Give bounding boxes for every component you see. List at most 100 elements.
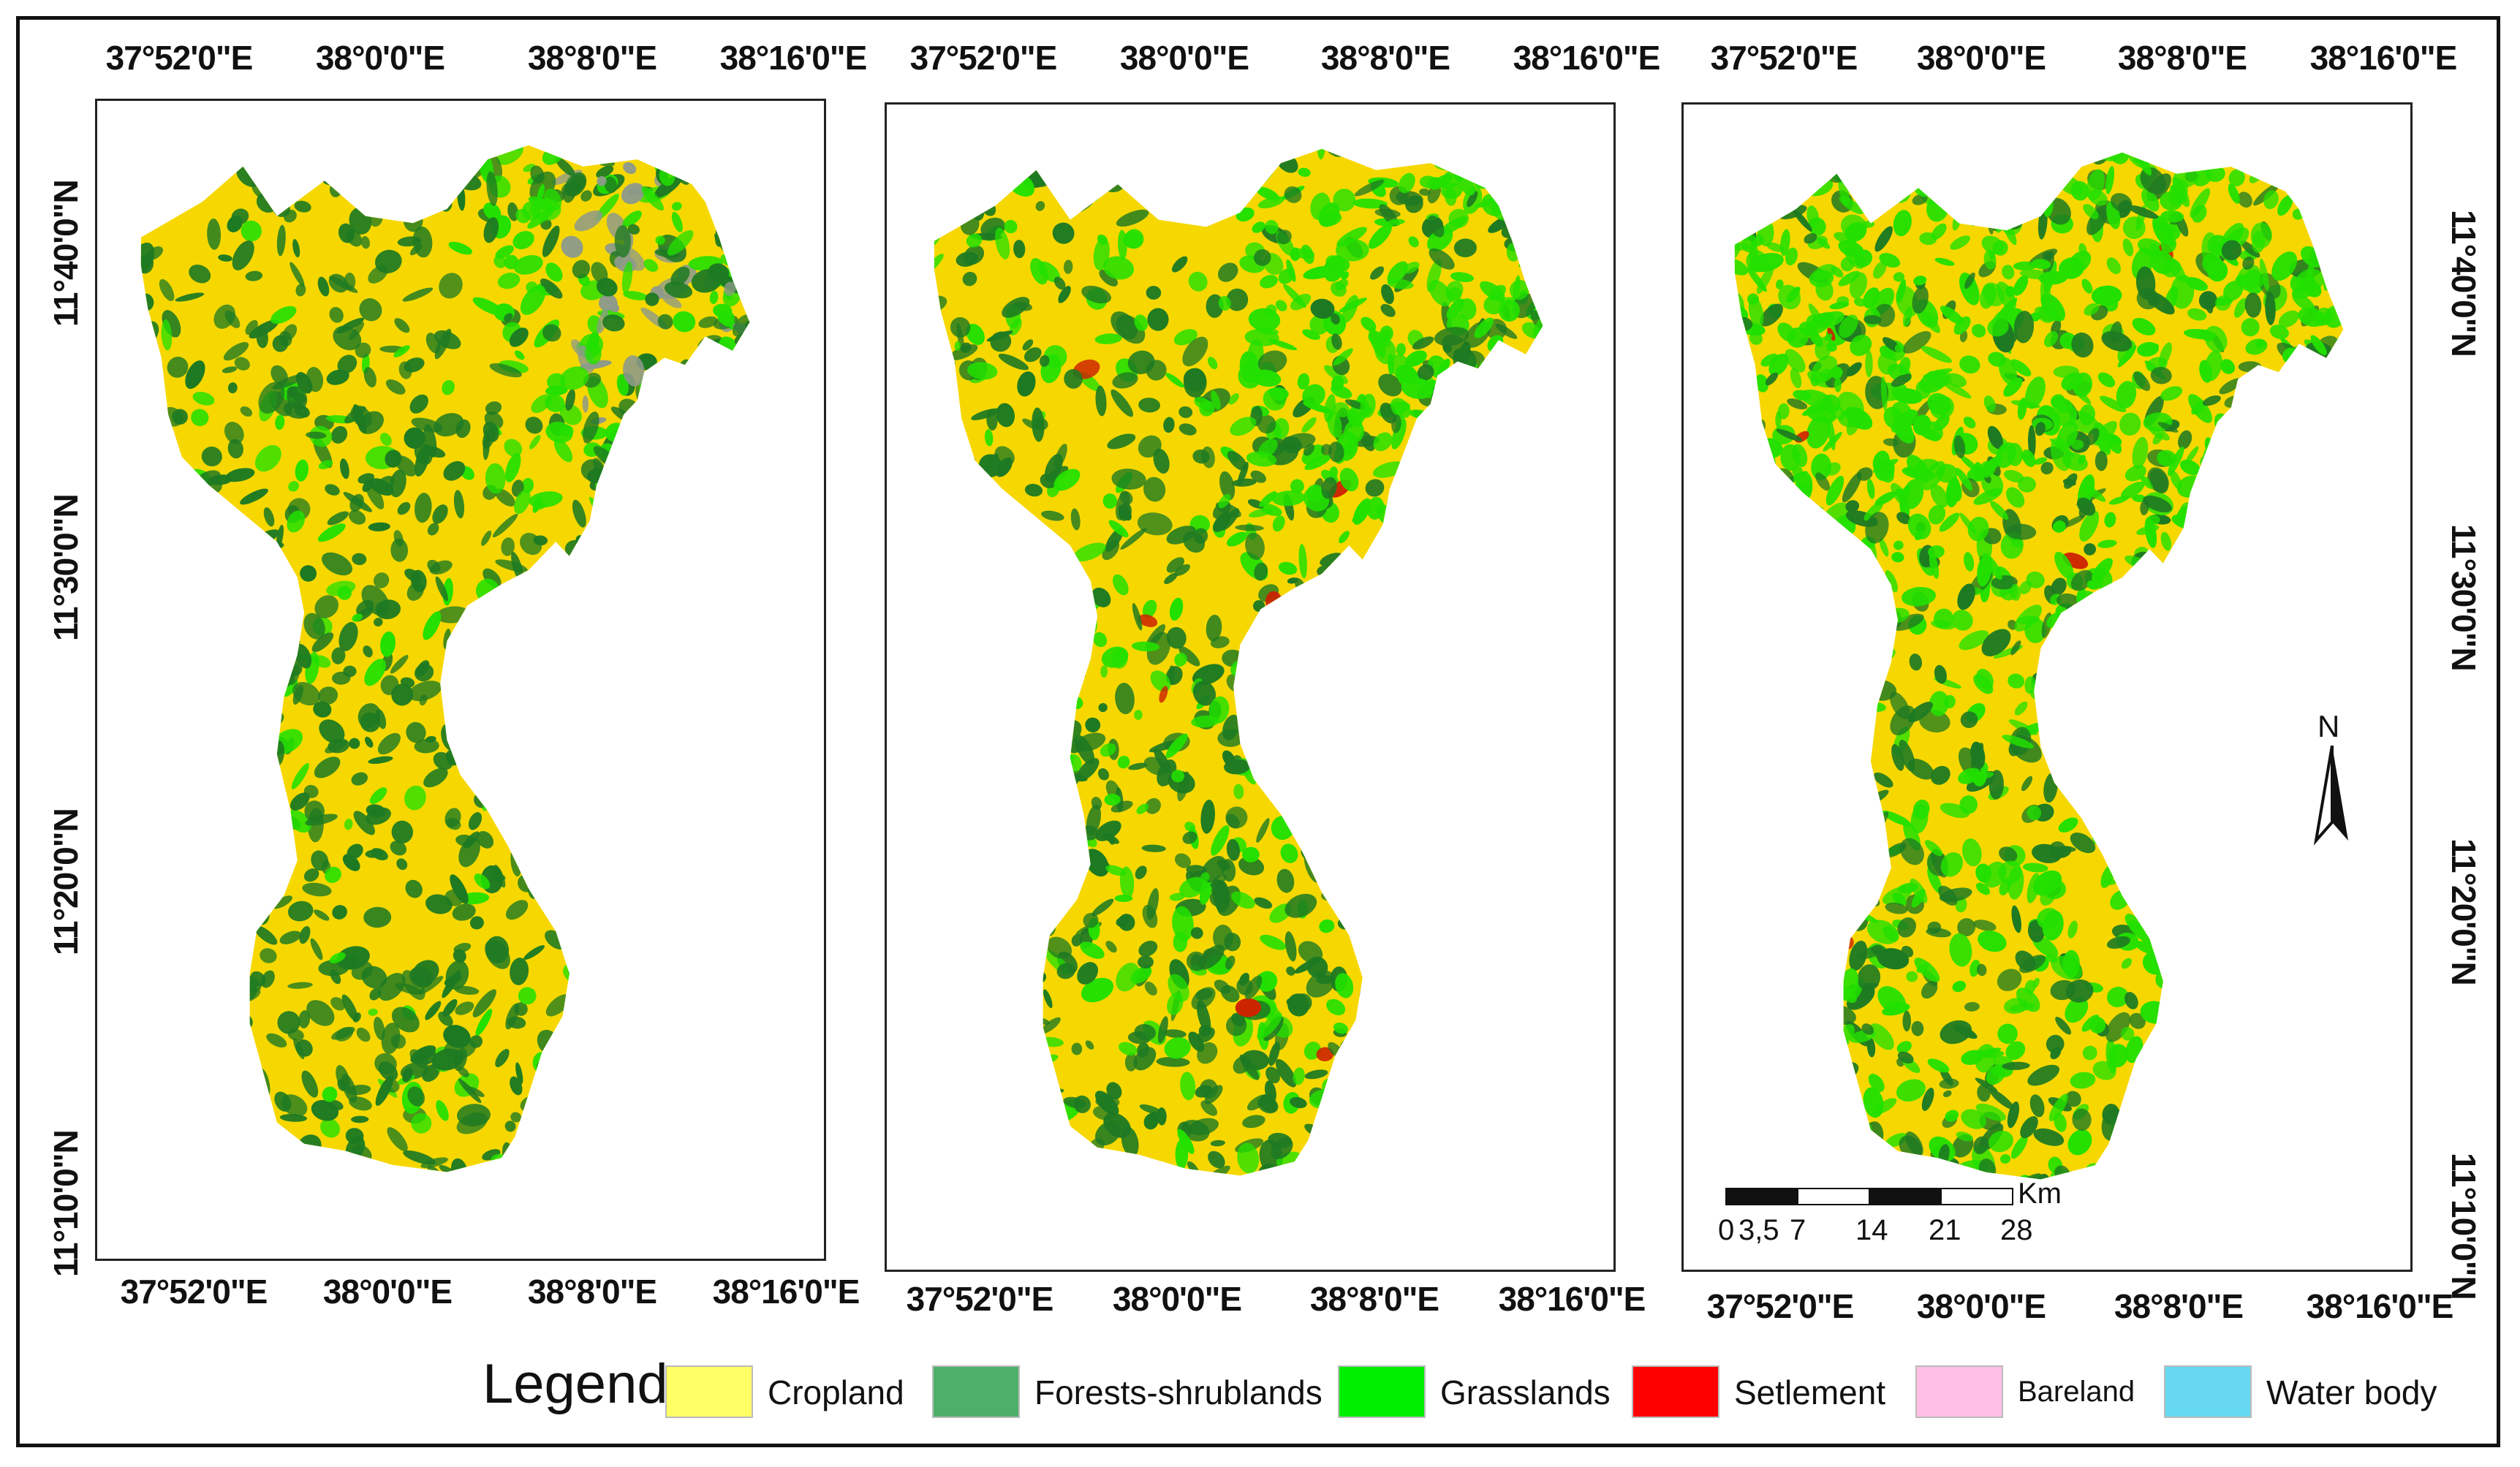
land-cover-patch — [1120, 528, 1147, 550]
land-cover-patch — [408, 1196, 427, 1230]
land-cover-patch — [2040, 461, 2054, 475]
land-cover-patch — [1049, 595, 1072, 614]
land-cover-patch — [1326, 998, 1346, 1016]
land-cover-patch — [708, 471, 721, 483]
land-cover-patch — [989, 1178, 1015, 1208]
land-cover-patch — [954, 948, 969, 956]
land-cover-patch — [544, 1083, 560, 1103]
land-cover-patch — [2333, 251, 2344, 264]
land-cover-patch — [542, 1148, 559, 1172]
land-cover-patch — [1425, 895, 1437, 907]
land-cover-patch — [1734, 693, 1747, 713]
land-cover-patch — [1372, 839, 1390, 867]
land-cover-patch — [584, 1007, 602, 1023]
land-cover-patch — [2337, 396, 2344, 419]
land-cover-patch — [1568, 302, 1602, 320]
land-cover-patch — [1522, 851, 1543, 873]
land-cover-patch — [1530, 786, 1543, 795]
land-cover-patch — [1038, 148, 1053, 156]
land-cover-patch — [2203, 291, 2214, 314]
land-cover-patch — [2318, 1198, 2330, 1230]
land-cover-patch — [560, 732, 582, 753]
land-cover-patch — [634, 841, 647, 865]
land-cover-patch — [203, 1050, 224, 1069]
land-cover-patch — [2106, 257, 2121, 275]
land-cover-patch — [1934, 257, 1955, 266]
land-cover-patch — [1390, 804, 1404, 820]
land-cover-patch — [2181, 1106, 2211, 1119]
land-cover-patch — [2127, 600, 2141, 615]
land-cover-patch — [1706, 235, 1736, 262]
land-cover-patch — [1781, 906, 1801, 918]
land-cover-patch — [140, 642, 164, 675]
land-cover-patch — [1316, 1047, 1334, 1062]
land-cover-patch — [2321, 163, 2337, 178]
land-cover-patch — [518, 113, 543, 137]
land-cover-patch — [140, 1110, 150, 1126]
land-cover-patch — [347, 844, 363, 860]
land-cover-patch — [2173, 865, 2186, 879]
land-cover-patch — [1753, 824, 1761, 843]
land-cover-patch — [510, 831, 532, 849]
land-cover-patch — [113, 819, 129, 832]
land-cover-patch — [2157, 1015, 2176, 1028]
land-cover-patch — [483, 568, 502, 588]
land-cover-patch — [705, 491, 733, 517]
land-cover-patch — [2034, 681, 2059, 702]
land-cover-patch — [1800, 739, 1821, 764]
land-cover-patch — [1513, 863, 1535, 884]
land-cover-patch — [363, 906, 392, 928]
land-cover-patch — [941, 1121, 952, 1137]
land-cover-patch — [1559, 819, 1581, 852]
land-cover-patch — [1200, 799, 1215, 834]
land-cover-patch — [352, 613, 363, 622]
land-cover-patch — [1138, 1214, 1173, 1240]
land-cover-patch — [994, 942, 1013, 952]
land-cover-patch — [759, 259, 785, 281]
land-cover-patch — [553, 1221, 583, 1246]
land-cover-patch — [561, 751, 575, 765]
land-cover-patch — [760, 1072, 786, 1091]
land-cover-patch — [1847, 156, 1861, 173]
land-cover-patch — [1210, 874, 1227, 888]
land-cover-patch — [1885, 570, 1898, 593]
land-cover-patch — [1764, 1057, 1774, 1070]
land-cover-patch — [172, 409, 188, 425]
land-cover-patch — [2318, 977, 2344, 1002]
land-cover-patch — [1523, 561, 1543, 580]
land-cover-patch — [2333, 199, 2344, 211]
land-cover-patch — [393, 345, 410, 357]
land-cover-patch — [287, 982, 313, 989]
land-cover-patch — [1310, 589, 1328, 607]
land-cover-patch — [2051, 577, 2067, 596]
land-cover-patch — [641, 186, 664, 211]
land-cover-patch — [2097, 637, 2117, 653]
land-cover-patch — [707, 520, 724, 541]
land-cover-patch — [624, 1109, 651, 1142]
land-cover-patch — [2342, 335, 2344, 346]
land-cover-patch — [2314, 1106, 2337, 1127]
land-cover-patch — [531, 1115, 548, 1137]
land-cover-patch — [1180, 1231, 1216, 1250]
land-cover-patch — [545, 422, 573, 443]
land-cover-patch — [118, 928, 138, 961]
land-cover-patch — [1302, 749, 1322, 769]
land-cover-patch — [2164, 1107, 2176, 1117]
land-cover-patch — [1334, 884, 1360, 907]
land-cover-patch — [1348, 1212, 1372, 1236]
land-cover-patch — [972, 556, 983, 578]
land-cover-patch — [368, 756, 393, 765]
land-cover-patch — [580, 925, 603, 940]
land-cover-patch — [1927, 921, 1942, 934]
land-cover-patch — [329, 952, 346, 964]
land-cover-patch — [1118, 230, 1127, 260]
land-cover-patch — [1281, 620, 1312, 645]
land-cover-patch — [1380, 303, 1396, 317]
land-cover-patch — [1430, 174, 1453, 190]
land-cover-patch — [105, 884, 141, 920]
land-cover-patch — [1513, 1107, 1543, 1131]
land-cover-patch — [1853, 297, 1866, 307]
land-cover-patch — [192, 1213, 228, 1237]
land-cover-patch — [1926, 152, 1952, 162]
land-cover-patch — [691, 1237, 713, 1251]
